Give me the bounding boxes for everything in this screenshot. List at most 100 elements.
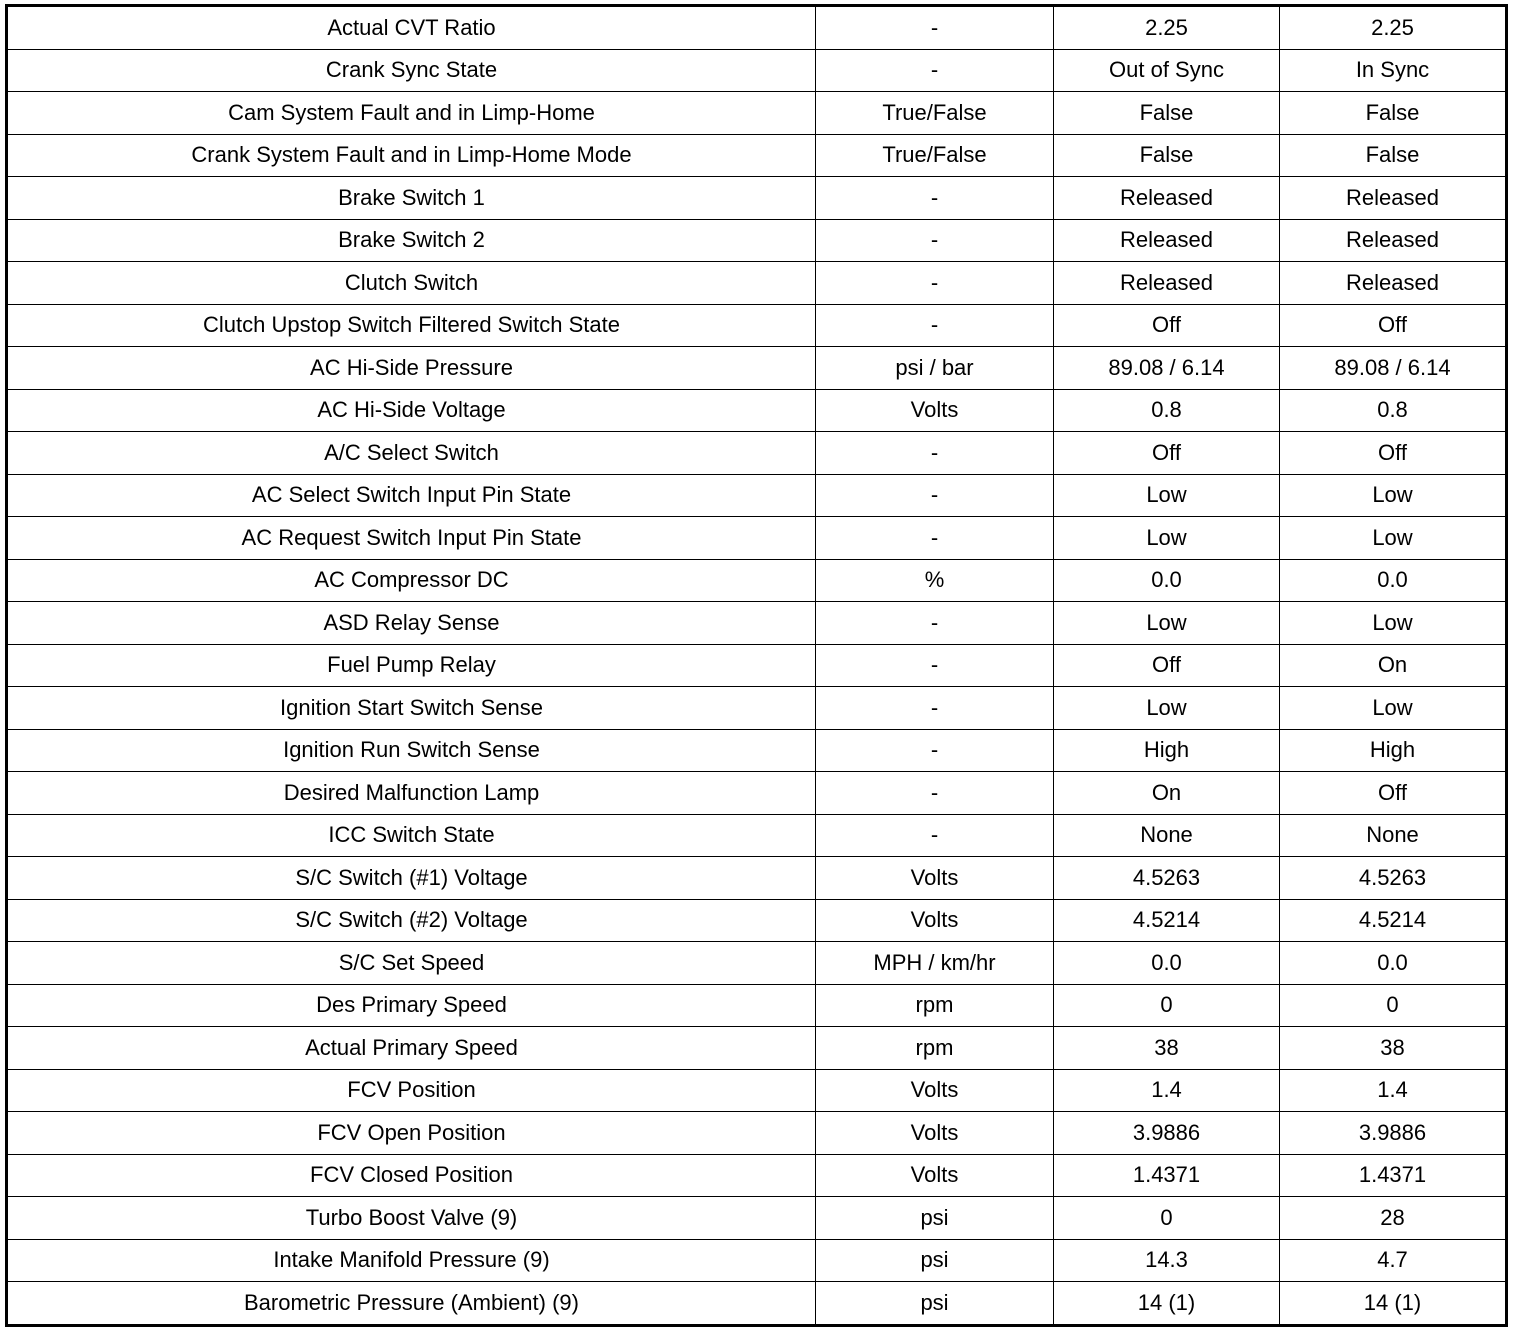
table-row: FCV Open Position Volts 3.9886 3.9886 [6, 1111, 1507, 1155]
unit-cell: - [815, 218, 1054, 262]
parameter-cell: AC Hi-Side Voltage [6, 388, 816, 432]
value-cell-1: Low [1053, 473, 1280, 517]
table-row: FCV Closed Position Volts 1.4371 1.4371 [6, 1153, 1507, 1197]
value-cell-2: Released [1279, 176, 1507, 220]
value-cell-1: 3.9886 [1053, 1111, 1280, 1155]
value-cell-2: 4.5263 [1279, 856, 1507, 900]
table-row: S/C Set Speed MPH / km/hr 0.0 0.0 [6, 941, 1507, 985]
unit-cell: Volts [815, 856, 1054, 900]
parameter-cell: FCV Closed Position [6, 1153, 816, 1197]
unit-cell: psi / bar [815, 346, 1054, 390]
value-cell-2: 0.0 [1279, 941, 1507, 985]
parameter-cell: Ignition Start Switch Sense [6, 686, 816, 730]
value-cell-1: 0 [1053, 983, 1280, 1027]
value-cell-2: Low [1279, 686, 1507, 730]
value-cell-1: Low [1053, 601, 1280, 645]
value-cell-1: Out of Sync [1053, 48, 1280, 92]
value-cell-2: Released [1279, 261, 1507, 305]
table-row: Barometric Pressure (Ambient) (9) psi 14 (… [6, 1281, 1507, 1326]
unit-cell: % [815, 558, 1054, 602]
table-row: AC Select Switch Input Pin State - Low Low [6, 473, 1507, 517]
value-cell-2: On [1279, 643, 1507, 687]
parameter-cell: ICC Switch State [6, 813, 816, 857]
value-cell-1: 0.8 [1053, 388, 1280, 432]
unit-cell: rpm [815, 983, 1054, 1027]
table-row: AC Hi-Side Pressure psi / bar 89.08 / 6.14… [6, 346, 1507, 390]
unit-cell: Volts [815, 1111, 1054, 1155]
unit-cell: - [815, 176, 1054, 220]
value-cell-2: 0.8 [1279, 388, 1507, 432]
unit-cell: - [815, 771, 1054, 815]
value-cell-2: Off [1279, 303, 1507, 347]
value-cell-2: Low [1279, 516, 1507, 560]
parameter-cell: Clutch Switch [6, 261, 816, 305]
parameter-cell: Brake Switch 1 [6, 176, 816, 220]
unit-cell: - [815, 813, 1054, 857]
value-cell-1: 4.5263 [1053, 856, 1280, 900]
table-row: Actual CVT Ratio -2.25 2.25 [6, 5, 1507, 50]
parameter-cell: Actual Primary Speed [6, 1026, 816, 1070]
value-cell-1: 0.0 [1053, 558, 1280, 602]
unit-cell: True/False [815, 91, 1054, 135]
value-cell-1: Low [1053, 686, 1280, 730]
value-cell-1: 4.5214 [1053, 898, 1280, 942]
value-cell-1: 0 [1053, 1196, 1280, 1240]
table-row: Ignition Run Switch Sense - High High [6, 728, 1507, 772]
table-row: ASD Relay Sense - Low Low [6, 601, 1507, 645]
value-cell-2: 3.9886 [1279, 1111, 1507, 1155]
unit-cell: psi [815, 1238, 1054, 1282]
parameter-cell: AC Hi-Side Pressure [6, 346, 816, 390]
table-row: AC Request Switch Input Pin State - Low Low [6, 516, 1507, 560]
value-cell-1: Off [1053, 431, 1280, 475]
parameter-cell: Turbo Boost Valve (9) [6, 1196, 816, 1240]
table-row: Brake Switch 1- Released Released [6, 176, 1507, 220]
value-cell-2: In Sync [1279, 48, 1507, 92]
parameter-cell: S/C Switch (#2) Voltage [6, 898, 816, 942]
unit-cell: Volts [815, 388, 1054, 432]
value-cell-1: On [1053, 771, 1280, 815]
parameter-cell: Desired Malfunction Lamp [6, 771, 816, 815]
unit-cell: Volts [815, 1153, 1054, 1197]
value-cell-1: Released [1053, 261, 1280, 305]
value-cell-1: Low [1053, 516, 1280, 560]
table-body: Actual CVT Ratio -2.25 2.25 Crank Sync Stat… [6, 5, 1507, 1326]
parameter-cell: AC Compressor DC [6, 558, 816, 602]
table-row: Actual Primary Speed rpm 38 38 [6, 1026, 1507, 1070]
table-row: FCV Position Volts 1.4 1.4 [6, 1068, 1507, 1112]
parameter-cell: FCV Position [6, 1068, 816, 1112]
parameter-cell: Des Primary Speed [6, 983, 816, 1027]
data-table: Actual CVT Ratio -2.25 2.25 Crank Sync Stat… [5, 4, 1508, 1327]
unit-cell: True/False [815, 133, 1054, 177]
table-row: Des Primary Speed rpm 0 0 [6, 983, 1507, 1027]
unit-cell: - [815, 516, 1054, 560]
parameter-cell: Fuel Pump Relay [6, 643, 816, 687]
value-cell-1: 14 (1) [1053, 1281, 1280, 1326]
table-row: Ignition Start Switch Sense - Low Low [6, 686, 1507, 730]
table-row: Desired Malfunction Lamp - On Off [6, 771, 1507, 815]
value-cell-1: Released [1053, 218, 1280, 262]
table-row: Crank System Fault and in Limp-Home Mode… [6, 133, 1507, 177]
parameter-cell: S/C Set Speed [6, 941, 816, 985]
parameter-cell: Brake Switch 2 [6, 218, 816, 262]
value-cell-2: Released [1279, 218, 1507, 262]
value-cell-1: 0.0 [1053, 941, 1280, 985]
value-cell-1: 89.08 / 6.14 [1053, 346, 1280, 390]
table-row: Clutch Upstop Switch Filtered Switch Sta… [6, 303, 1507, 347]
value-cell-2: 38 [1279, 1026, 1507, 1070]
value-cell-1: Off [1053, 643, 1280, 687]
parameter-cell: Clutch Upstop Switch Filtered Switch Sta… [6, 303, 816, 347]
value-cell-1: 1.4 [1053, 1068, 1280, 1112]
value-cell-1: 1.4371 [1053, 1153, 1280, 1197]
unit-cell: Volts [815, 898, 1054, 942]
parameter-cell: Ignition Run Switch Sense [6, 728, 816, 772]
value-cell-2: 14 (1) [1279, 1281, 1507, 1326]
value-cell-2: False [1279, 91, 1507, 135]
value-cell-2: Low [1279, 601, 1507, 645]
value-cell-1: Released [1053, 176, 1280, 220]
table-row: S/C Switch (#2) Voltage Volts 4.5214 4.5214 [6, 898, 1507, 942]
table-row: Fuel Pump Relay - Off On [6, 643, 1507, 687]
value-cell-2: 28 [1279, 1196, 1507, 1240]
value-cell-2: 2.25 [1279, 5, 1507, 50]
unit-cell: rpm [815, 1026, 1054, 1070]
parameter-cell: Intake Manifold Pressure (9) [6, 1238, 816, 1282]
